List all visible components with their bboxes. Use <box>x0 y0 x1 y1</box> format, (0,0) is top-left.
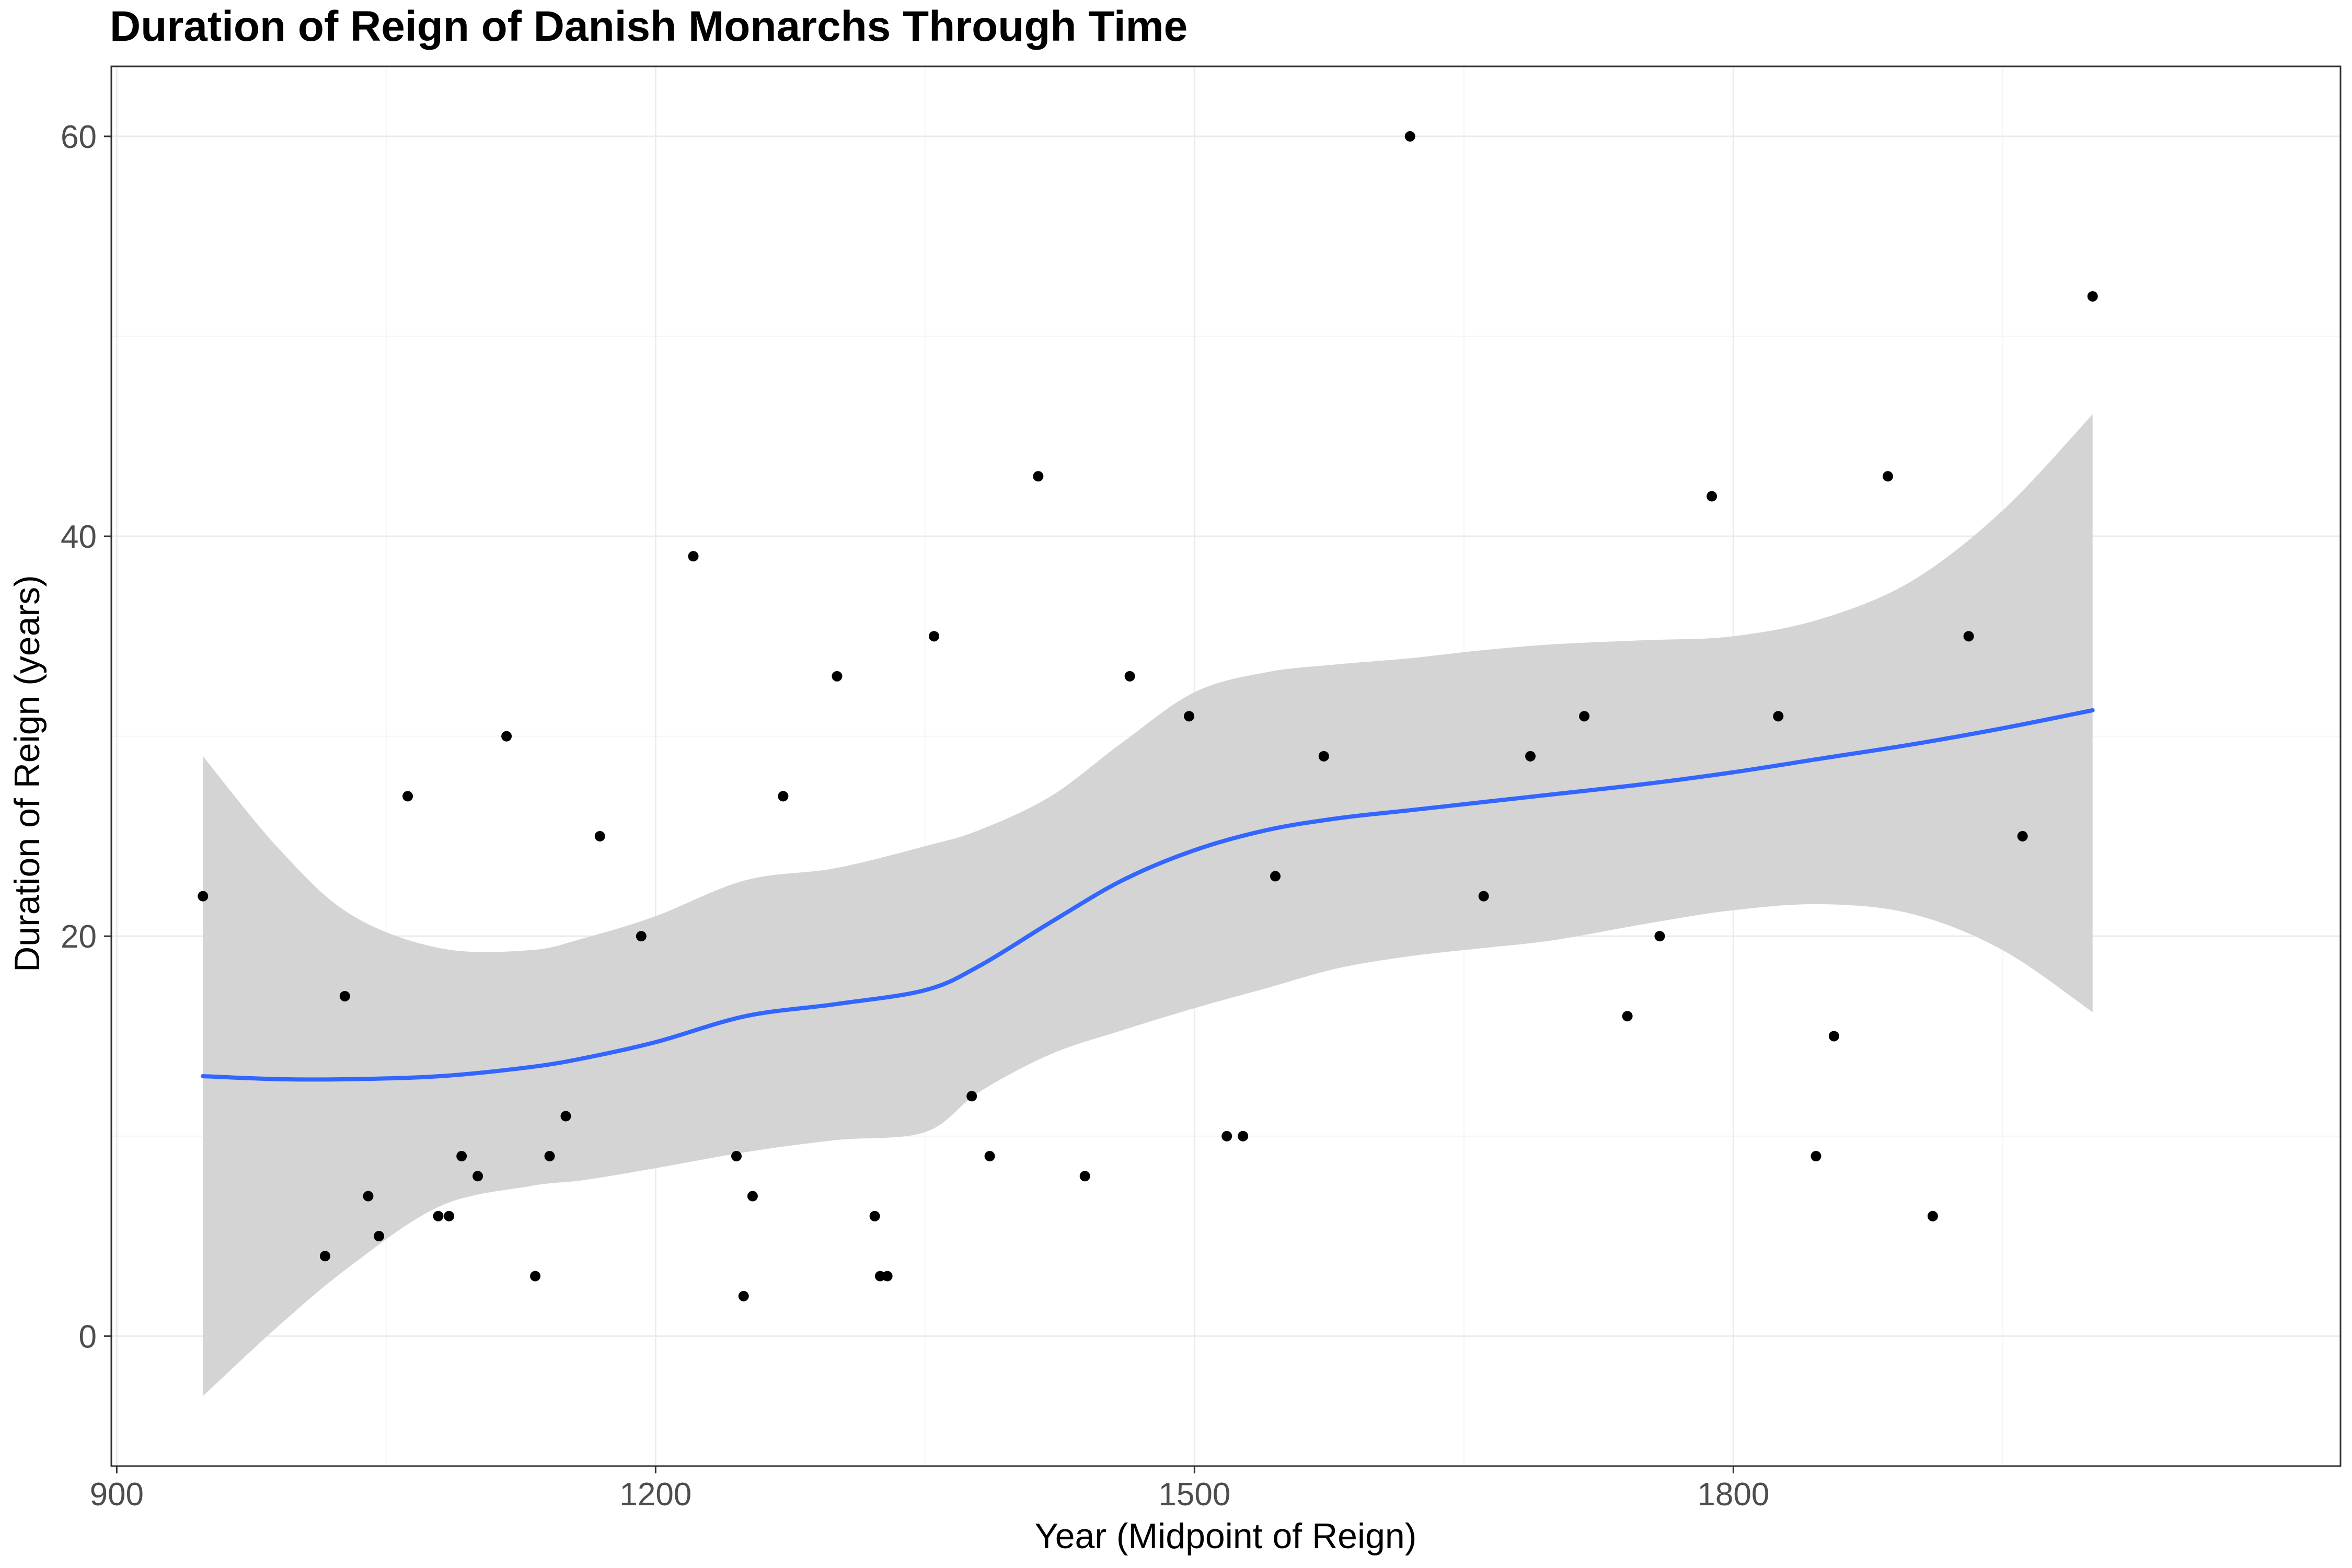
data-point <box>1238 1131 1248 1142</box>
data-point <box>433 1211 443 1221</box>
x-tick-label: 1500 <box>1158 1477 1230 1513</box>
data-point <box>2017 831 2028 841</box>
data-point <box>560 1111 571 1122</box>
data-point <box>688 551 699 561</box>
confidence-ribbon <box>203 414 2092 1396</box>
y-tick-label: 40 <box>61 519 97 555</box>
y-tick-label: 0 <box>79 1319 97 1355</box>
data-point <box>530 1271 540 1282</box>
data-point <box>739 1291 749 1301</box>
data-point <box>1319 751 1329 762</box>
data-point <box>985 1151 995 1161</box>
y-tick-label: 20 <box>61 919 97 955</box>
data-point <box>1184 711 1194 721</box>
x-tick-label: 1200 <box>619 1477 691 1513</box>
data-point <box>1479 891 1489 902</box>
data-point <box>1707 491 1717 502</box>
data-point <box>501 731 512 742</box>
data-point <box>1883 471 1893 481</box>
chart-title: Duration of Reign of Danish Monarchs Thr… <box>110 3 1187 50</box>
data-point <box>636 931 647 941</box>
data-point <box>2088 291 2098 302</box>
data-point <box>320 1251 330 1261</box>
x-axis-title: Year (Midpoint of Reign) <box>1035 1516 1417 1556</box>
confidence-band <box>203 414 2092 1396</box>
data-point <box>929 631 939 641</box>
y-axis: 0 20 40 60 <box>61 119 111 1355</box>
data-point <box>747 1191 758 1202</box>
data-point <box>1270 871 1281 881</box>
data-point <box>402 791 413 801</box>
data-point <box>966 1091 977 1101</box>
x-tick-label: 900 <box>90 1477 144 1513</box>
data-point <box>444 1211 454 1221</box>
data-point <box>1654 931 1665 941</box>
data-point <box>1221 1131 1232 1142</box>
data-point <box>1579 711 1589 721</box>
data-point <box>198 891 208 902</box>
data-point <box>340 991 350 1001</box>
data-point <box>374 1231 384 1241</box>
data-point <box>472 1171 483 1181</box>
data-point <box>832 671 842 682</box>
data-point <box>1525 751 1536 762</box>
data-point <box>778 791 788 801</box>
data-point <box>882 1271 893 1282</box>
data-point <box>1829 1031 1839 1041</box>
data-point <box>1405 131 1415 142</box>
data-point <box>1033 471 1043 481</box>
data-point <box>595 831 605 841</box>
x-tick-label: 1800 <box>1697 1477 1769 1513</box>
data-point <box>456 1151 467 1161</box>
data-point <box>1964 631 1974 641</box>
data-point <box>1125 671 1135 682</box>
data-point <box>363 1191 373 1202</box>
data-point <box>1080 1171 1090 1181</box>
data-point <box>1773 711 1783 721</box>
data-point <box>545 1151 555 1161</box>
data-point <box>731 1151 742 1161</box>
data-point <box>1622 1011 1633 1021</box>
y-tick-label: 60 <box>61 119 97 155</box>
data-point <box>1811 1151 1821 1161</box>
y-axis-title: Duration of Reign (years) <box>7 575 47 972</box>
plot-panel <box>111 66 2341 1466</box>
data-point <box>870 1211 880 1221</box>
x-axis: 900 1200 1500 1800 <box>90 1466 1770 1513</box>
data-point <box>1928 1211 1938 1221</box>
